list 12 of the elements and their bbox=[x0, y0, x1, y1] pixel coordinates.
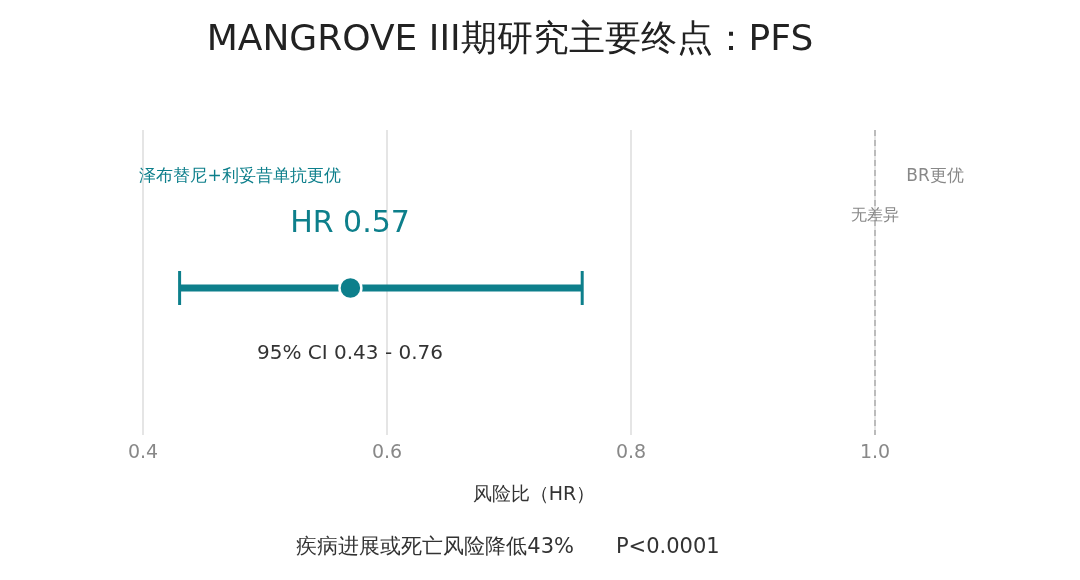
x-tick-label: 1.0 bbox=[859, 440, 891, 462]
annotation: HR 0.57 bbox=[290, 204, 410, 239]
text: 疾病进展或死亡风险降低43% P<0.0001 bbox=[296, 534, 720, 558]
x-axis-title: 风险比（HR） bbox=[472, 482, 596, 504]
text: BR更优 bbox=[906, 165, 964, 185]
x-tick-label: 0.4 bbox=[127, 440, 159, 462]
ref-line-label: 无差异 bbox=[851, 205, 899, 224]
annotation: 泽布替尼+利妥昔单抗更优 bbox=[139, 165, 341, 185]
x-tick-label: 0.8 bbox=[615, 440, 647, 462]
x-tick-label: 0.6 bbox=[371, 440, 403, 462]
annotation: 95% CI 0.43 - 0.76 bbox=[256, 340, 444, 364]
chart-title: MANGROVE III期研究主要终点：PFS bbox=[206, 17, 814, 58]
